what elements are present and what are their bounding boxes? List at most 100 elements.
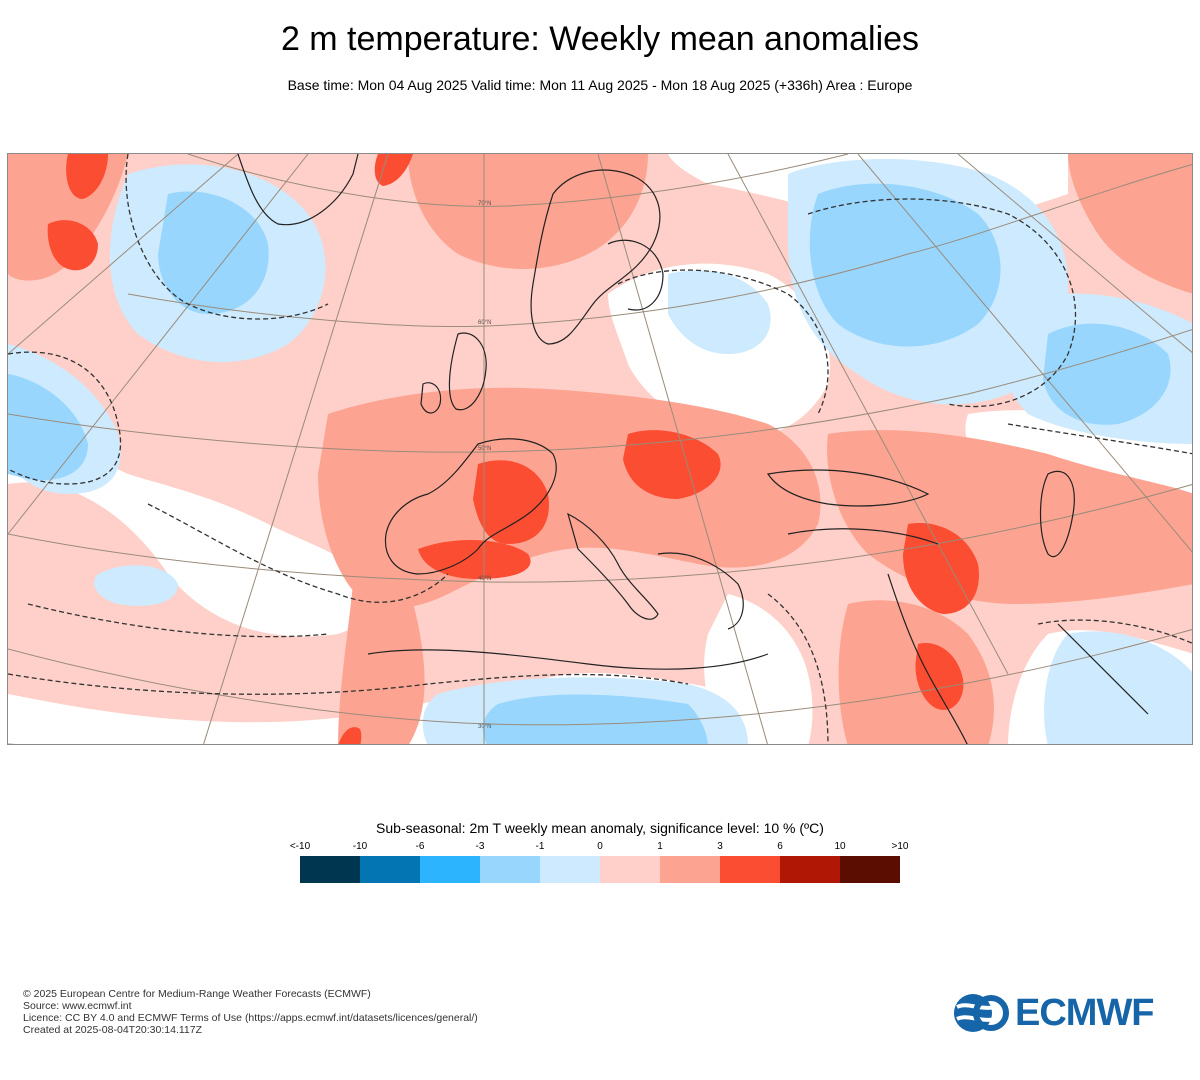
parallel-40n — [8, 484, 1192, 583]
significance-contour-greenland — [125, 154, 329, 320]
anomaly-map: 70°N 60°N 50°N 40°N 30°N — [7, 153, 1193, 745]
ecmwf-logo: ECMWF — [953, 992, 1183, 1034]
colorbar-segment — [840, 856, 900, 883]
coastline-red-sea — [887, 573, 968, 744]
colorbar-tick-label: 3 — [717, 841, 723, 852]
coastline-finland — [607, 239, 664, 311]
significance-contours — [8, 154, 1192, 744]
cold-region-greenland-sea — [158, 191, 269, 314]
colorbar-segment — [600, 856, 660, 883]
footer-copyright: © 2025 European Centre for Medium-Range … — [23, 988, 371, 1000]
colorbar-segment — [480, 856, 540, 883]
chart-title: 2 m temperature: Weekly mean anomalies — [280, 20, 920, 58]
colorbar-title: Sub-seasonal: 2m T weekly mean anomaly, … — [376, 820, 824, 836]
coastline-france-iberia — [384, 438, 557, 575]
colorbar-tick-label: >10 — [891, 841, 909, 852]
cold-region-atlantic — [8, 374, 88, 481]
footer-created: Created at 2025-08-04T20:30:14.117Z — [23, 1024, 203, 1036]
parallel-70n — [187, 154, 849, 207]
colorbar-tick-label: -10 — [352, 841, 368, 852]
colorbar-segment — [720, 856, 780, 883]
graticule — [8, 154, 1192, 744]
cool-region-belarus — [668, 270, 771, 354]
meridian-10w — [203, 154, 389, 744]
latitude-labels: 70°N 60°N 50°N 40°N 30°N — [478, 201, 491, 730]
hot-region-svalbard — [374, 154, 413, 186]
hot-region-red-sea — [915, 643, 964, 710]
hot-region-greenland-north — [66, 154, 108, 199]
parallel-60n — [127, 164, 1192, 328]
latitude-label-70n: 70°N — [478, 201, 491, 207]
ecmwf-logo-icon — [954, 994, 1009, 1032]
parallel-20n — [8, 743, 16, 744]
warm-region-siberia — [1068, 154, 1192, 294]
colorbar-tick-label: 6 — [777, 841, 783, 852]
colorbar-tick-label: -6 — [415, 841, 425, 852]
coastline-scandinavia — [530, 169, 661, 345]
meridian-30e — [857, 154, 1192, 553]
colorbar-tick-label: -3 — [475, 841, 485, 852]
coastline-north-africa — [367, 649, 769, 670]
hot-region-spain — [418, 539, 531, 579]
meridian-20w — [8, 154, 309, 535]
coastline-turkey — [787, 528, 939, 545]
significance-contour-russia — [807, 198, 1076, 408]
meridian-20e — [727, 154, 1009, 675]
significance-contour-atlantic — [147, 503, 449, 603]
warm-region-norway-sea — [408, 154, 648, 269]
significance-contour-east-europe — [617, 269, 829, 415]
cold-region-kazakhstan — [1043, 323, 1171, 425]
cold-region-russia — [809, 183, 1001, 347]
hot-region-france — [473, 460, 549, 544]
neutral-region-atlantic — [8, 450, 372, 637]
coastline-ireland — [420, 382, 442, 414]
latitude-label-40n: 40°N — [478, 576, 491, 582]
footer-credits: © 2025 European Centre for Medium-Range … — [23, 988, 478, 1036]
colorbar-tick-label: 1 — [657, 841, 663, 852]
latitude-label-50n: 50°N — [478, 446, 491, 452]
coastline-greenland — [237, 154, 359, 226]
hot-region-middle-east — [903, 523, 979, 614]
cool-region-mid-atlantic — [94, 565, 178, 606]
coastline-britain — [448, 332, 487, 411]
significance-contour-mid-atlantic — [27, 603, 329, 638]
map-svg: 70°N 60°N 50°N 40°N 30°N — [8, 154, 1192, 744]
colorbar-tick-label: 10 — [834, 841, 846, 852]
coastline-persian-gulf — [1057, 623, 1149, 715]
significance-contour-middle-east — [1037, 619, 1192, 644]
cool-region-arabia-north — [1044, 631, 1192, 744]
meridian-30w — [8, 154, 239, 355]
footer-licence: Licence: CC BY 4.0 and ECMWF Terms of Us… — [23, 1012, 478, 1024]
chart-subtitle: Base time: Mon 04 Aug 2025 Valid time: M… — [287, 77, 913, 93]
colorbar-segment — [420, 856, 480, 883]
hot-region-south-edge — [338, 727, 362, 744]
colorbar-segment — [540, 856, 600, 883]
colorbar-tick-label: <-10 — [289, 841, 311, 852]
colorbar-segment — [780, 856, 840, 883]
significance-contour-med-east — [767, 593, 829, 744]
cold-region-sahara — [482, 694, 708, 744]
colorbar-segment — [660, 856, 720, 883]
ecmwf-logo-text: ECMWF — [1015, 991, 1155, 1034]
coastline-black-sea — [766, 469, 930, 507]
colorbar-segment — [300, 856, 360, 883]
coastline-italy — [567, 512, 659, 620]
meridian-40e — [957, 154, 1192, 353]
coastline-balkans — [657, 552, 744, 630]
colorbar-tick-label: 0 — [597, 841, 603, 852]
significance-contour-west — [8, 351, 122, 485]
hot-region-hungary — [623, 430, 721, 499]
footer-source: Source: www.ecmwf.int — [23, 1000, 132, 1012]
coastline-caspian — [1039, 470, 1075, 558]
latitude-label-30n: 30°N — [478, 724, 491, 730]
colorbar-ticks: <-10 -10 -6 -3 -1 0 1 3 6 10 >10 — [270, 841, 930, 855]
colorbar — [300, 856, 900, 883]
significance-contour-south — [8, 673, 689, 695]
meridian-10e — [597, 154, 768, 744]
coastlines — [237, 154, 1149, 744]
hot-region-greenland — [47, 220, 98, 271]
colorbar-segment — [360, 856, 420, 883]
colorbar-tick-label: -1 — [535, 841, 545, 852]
parallel-50n — [8, 329, 1192, 453]
latitude-label-60n: 60°N — [478, 320, 491, 326]
